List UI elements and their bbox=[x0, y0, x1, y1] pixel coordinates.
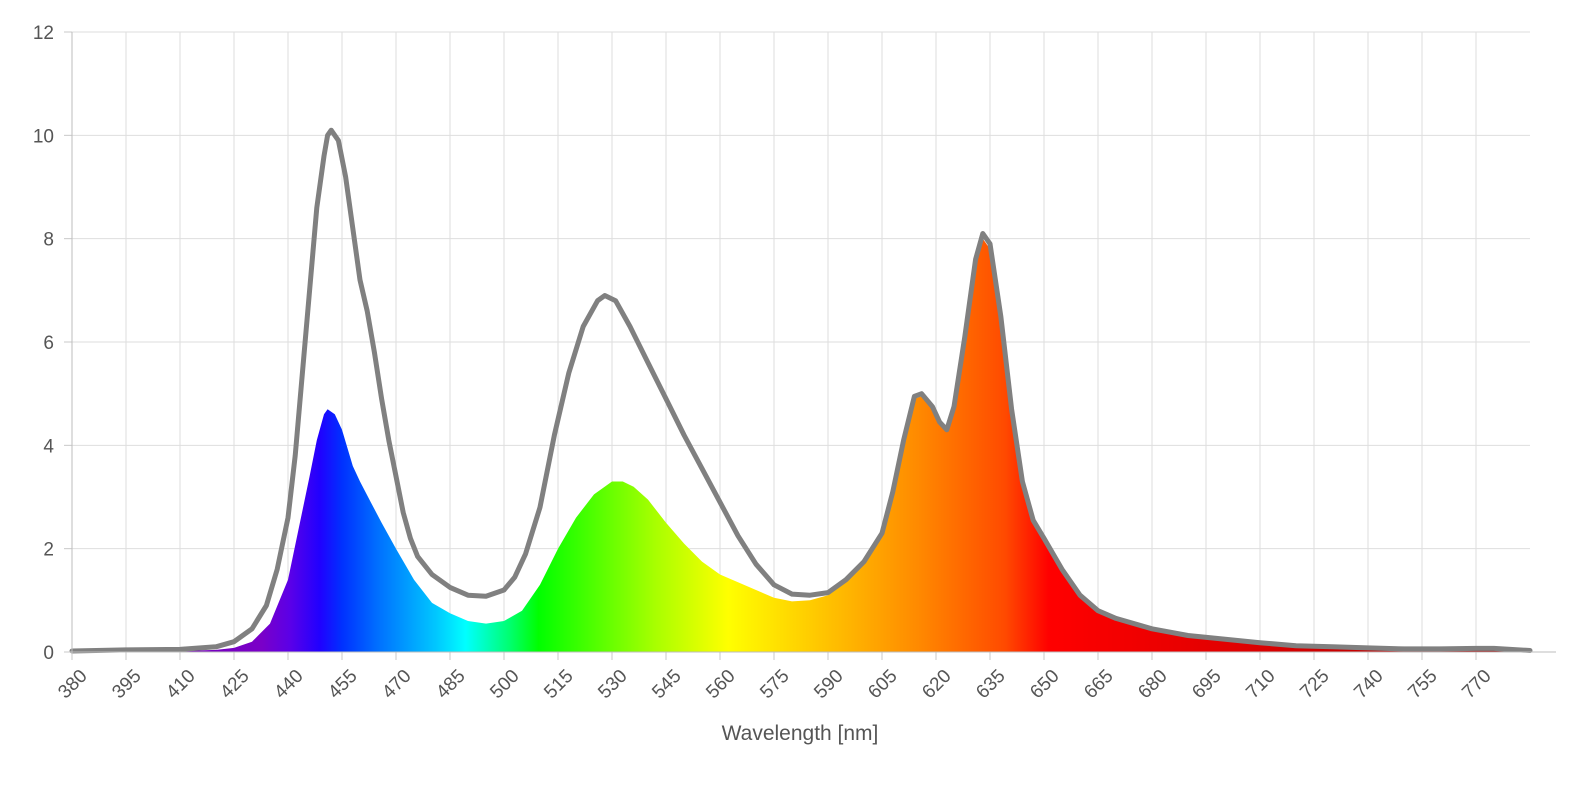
x-tick-label: 635 bbox=[972, 666, 1009, 703]
y-tick-label: 4 bbox=[43, 436, 54, 457]
x-tick-label: 605 bbox=[864, 666, 901, 703]
gray-outline-series bbox=[69, 127, 1533, 654]
y-tick-label: 2 bbox=[43, 540, 54, 561]
x-tick-label: 755 bbox=[1404, 666, 1441, 703]
x-tick-label: 590 bbox=[810, 666, 847, 703]
y-tick-label: 10 bbox=[33, 126, 54, 147]
x-tick-label: 440 bbox=[270, 666, 307, 703]
x-tick-label: 485 bbox=[432, 666, 469, 703]
x-tick-label: 575 bbox=[756, 666, 793, 703]
axes: 380 395 410 425 440 455 470 485 500 515 530 545 560 5… bbox=[33, 23, 1556, 703]
y-tick-label: 6 bbox=[43, 333, 54, 354]
x-tick-label: 665 bbox=[1080, 666, 1117, 703]
x-tick-label: 380 bbox=[54, 666, 91, 703]
x-tick-label: 710 bbox=[1242, 666, 1279, 703]
grid bbox=[71, 31, 1530, 653]
x-tick-label: 545 bbox=[648, 666, 685, 703]
x-tick-label: 725 bbox=[1296, 666, 1333, 703]
x-tick-label: 425 bbox=[216, 666, 253, 703]
x-tick-label: 455 bbox=[324, 666, 361, 703]
x-tick-label: 500 bbox=[486, 666, 523, 703]
y-tick-label: 8 bbox=[43, 230, 54, 251]
x-tick-label: 740 bbox=[1350, 666, 1387, 703]
x-tick-label: 470 bbox=[378, 666, 415, 703]
y-tick-label: 12 bbox=[33, 23, 54, 44]
x-tick-label: 530 bbox=[594, 666, 631, 703]
x-tick-label: 620 bbox=[918, 666, 955, 703]
x-tick-label: 395 bbox=[108, 666, 145, 703]
series-layer bbox=[69, 127, 1533, 654]
x-axis-title: Wavelength [nm] bbox=[722, 722, 879, 745]
x-tick-label: 515 bbox=[540, 666, 577, 703]
x-tick-label: 695 bbox=[1188, 666, 1225, 703]
x-tick-label: 680 bbox=[1134, 666, 1171, 703]
x-tick-label: 410 bbox=[162, 666, 199, 703]
x-tick-label: 770 bbox=[1458, 666, 1495, 703]
y-tick-label: 0 bbox=[43, 643, 54, 664]
x-tick-label: 650 bbox=[1026, 666, 1063, 703]
x-tick-label: 560 bbox=[702, 666, 739, 703]
